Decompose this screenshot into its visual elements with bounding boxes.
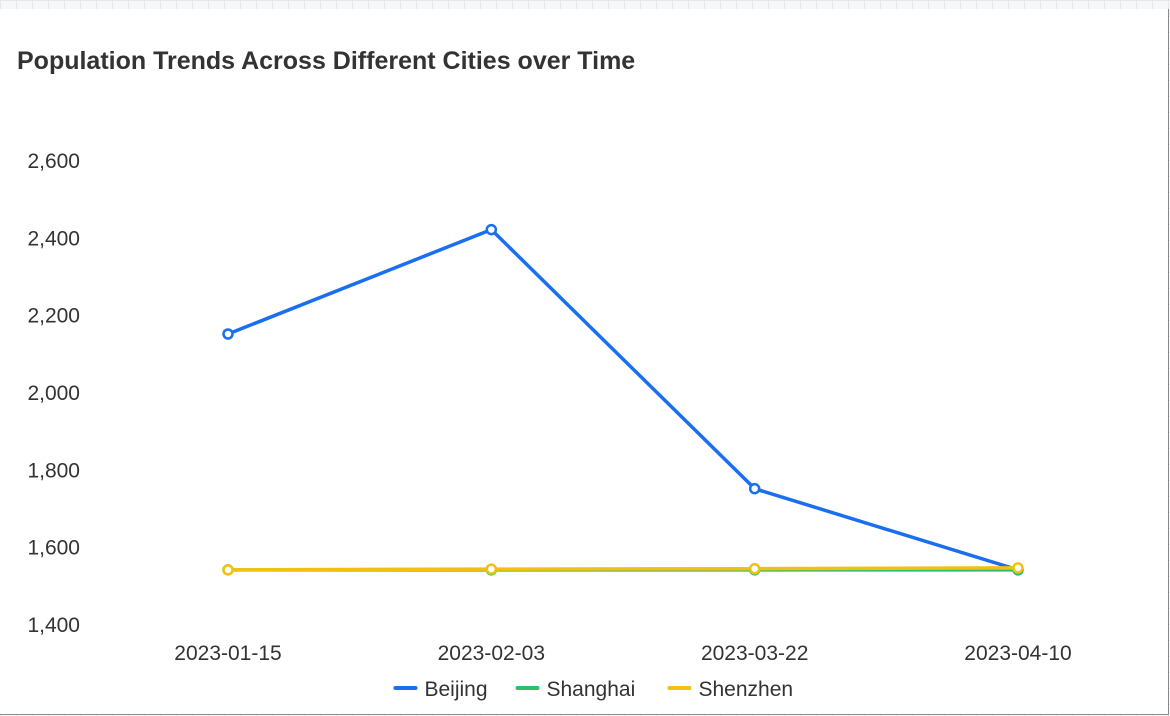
x-tick-label: 2023-01-15 xyxy=(174,642,281,665)
series-beijing xyxy=(222,223,1024,576)
chart-title: Population Trends Across Different Citie… xyxy=(17,47,636,75)
x-tick-label: 2023-04-10 xyxy=(964,642,1071,665)
y-tick-label: 1,600 xyxy=(27,537,80,560)
x-axis: 2023-01-15 2023-02-03 2023-03-22 2023-04-10 xyxy=(174,642,1071,665)
y-tick-label: 2,000 xyxy=(27,382,80,405)
y-tick-label: 2,600 xyxy=(27,150,80,173)
y-tick-label: 2,200 xyxy=(27,305,80,328)
legend-item-shenzhen[interactable]: Shenzhen xyxy=(667,678,794,701)
series-shenzhen xyxy=(222,562,1024,576)
data-point-beijing[interactable] xyxy=(485,223,498,236)
legend: Beijing Shanghai Shenzhen xyxy=(393,678,794,701)
data-point-shenzhen[interactable] xyxy=(222,564,234,576)
legend-item-shanghai[interactable]: Shanghai xyxy=(515,678,636,701)
data-point-shenzhen[interactable] xyxy=(485,563,498,575)
series-layer xyxy=(222,223,1024,576)
data-point-beijing[interactable] xyxy=(748,482,761,495)
y-tick-label: 2,400 xyxy=(27,227,80,250)
series-line-beijing[interactable] xyxy=(226,227,1020,572)
data-point-shenzhen[interactable] xyxy=(748,562,761,575)
x-tick-label: 2023-03-22 xyxy=(701,642,808,665)
y-tick-label: 1,800 xyxy=(27,459,80,482)
data-point-beijing[interactable] xyxy=(222,328,234,340)
y-tick-label: 1,400 xyxy=(27,614,80,637)
line-chart: 1,400 1,600 1,800 2,000 2,200 2,400 2,600 2023… xyxy=(27,150,1071,701)
data-point-shenzhen[interactable] xyxy=(1012,562,1024,574)
y-axis: 1,400 1,600 1,800 2,000 2,200 2,400 2,600 xyxy=(27,150,80,637)
legend-item-beijing[interactable]: Beijing xyxy=(393,678,488,701)
x-tick-label: 2023-02-03 xyxy=(438,642,545,665)
series-line-shenzhen[interactable] xyxy=(226,566,1020,572)
legend-label: Shenzhen xyxy=(699,678,794,701)
chart-card: Population Trends Across Different Citie… xyxy=(0,9,1169,715)
legend-label: Shanghai xyxy=(547,678,636,701)
legend-label: Beijing xyxy=(425,678,488,701)
